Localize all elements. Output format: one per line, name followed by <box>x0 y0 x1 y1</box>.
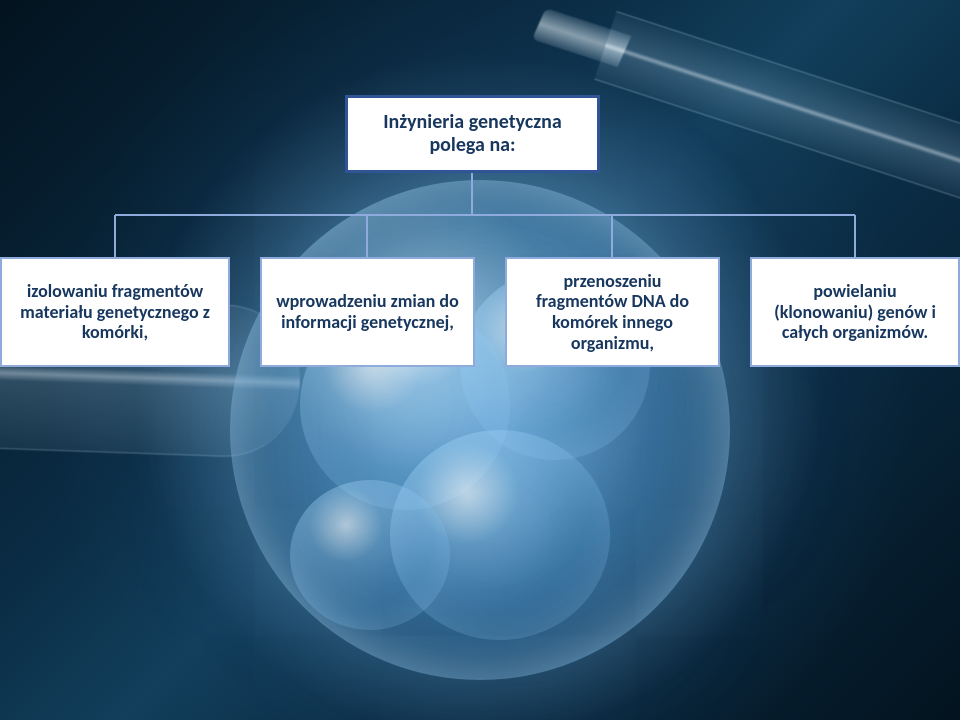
cell-sphere <box>230 180 730 680</box>
cell-blob <box>390 430 610 640</box>
cell-blob <box>290 480 450 630</box>
root-box: Inżynieria genetyczna polega na: <box>345 95 600 173</box>
child-box-transfer: przenoszeniu fragmentów DNA do komórek i… <box>505 257 720 367</box>
root-box-text: Inżynieria genetyczna polega na: <box>358 111 587 157</box>
child-box-text: izolowaniu fragmentów materiału genetycz… <box>12 281 218 343</box>
child-box-text: wprowadzeniu zmian do informacji genetyc… <box>272 291 463 332</box>
child-box-text: przenoszeniu fragmentów DNA do komórek i… <box>517 271 708 354</box>
pipette-right <box>594 11 960 240</box>
child-box-isolation: izolowaniu fragmentów materiału genetycz… <box>0 257 230 367</box>
child-box-cloning: powielaniu (klonowaniu) genów i całych o… <box>750 257 960 367</box>
child-box-text: powielaniu (klonowaniu) genów i całych o… <box>762 281 948 343</box>
slide-canvas: Inżynieria genetyczna polega na: izolowa… <box>0 0 960 720</box>
child-box-modification: wprowadzeniu zmian do informacji genetyc… <box>260 257 475 367</box>
